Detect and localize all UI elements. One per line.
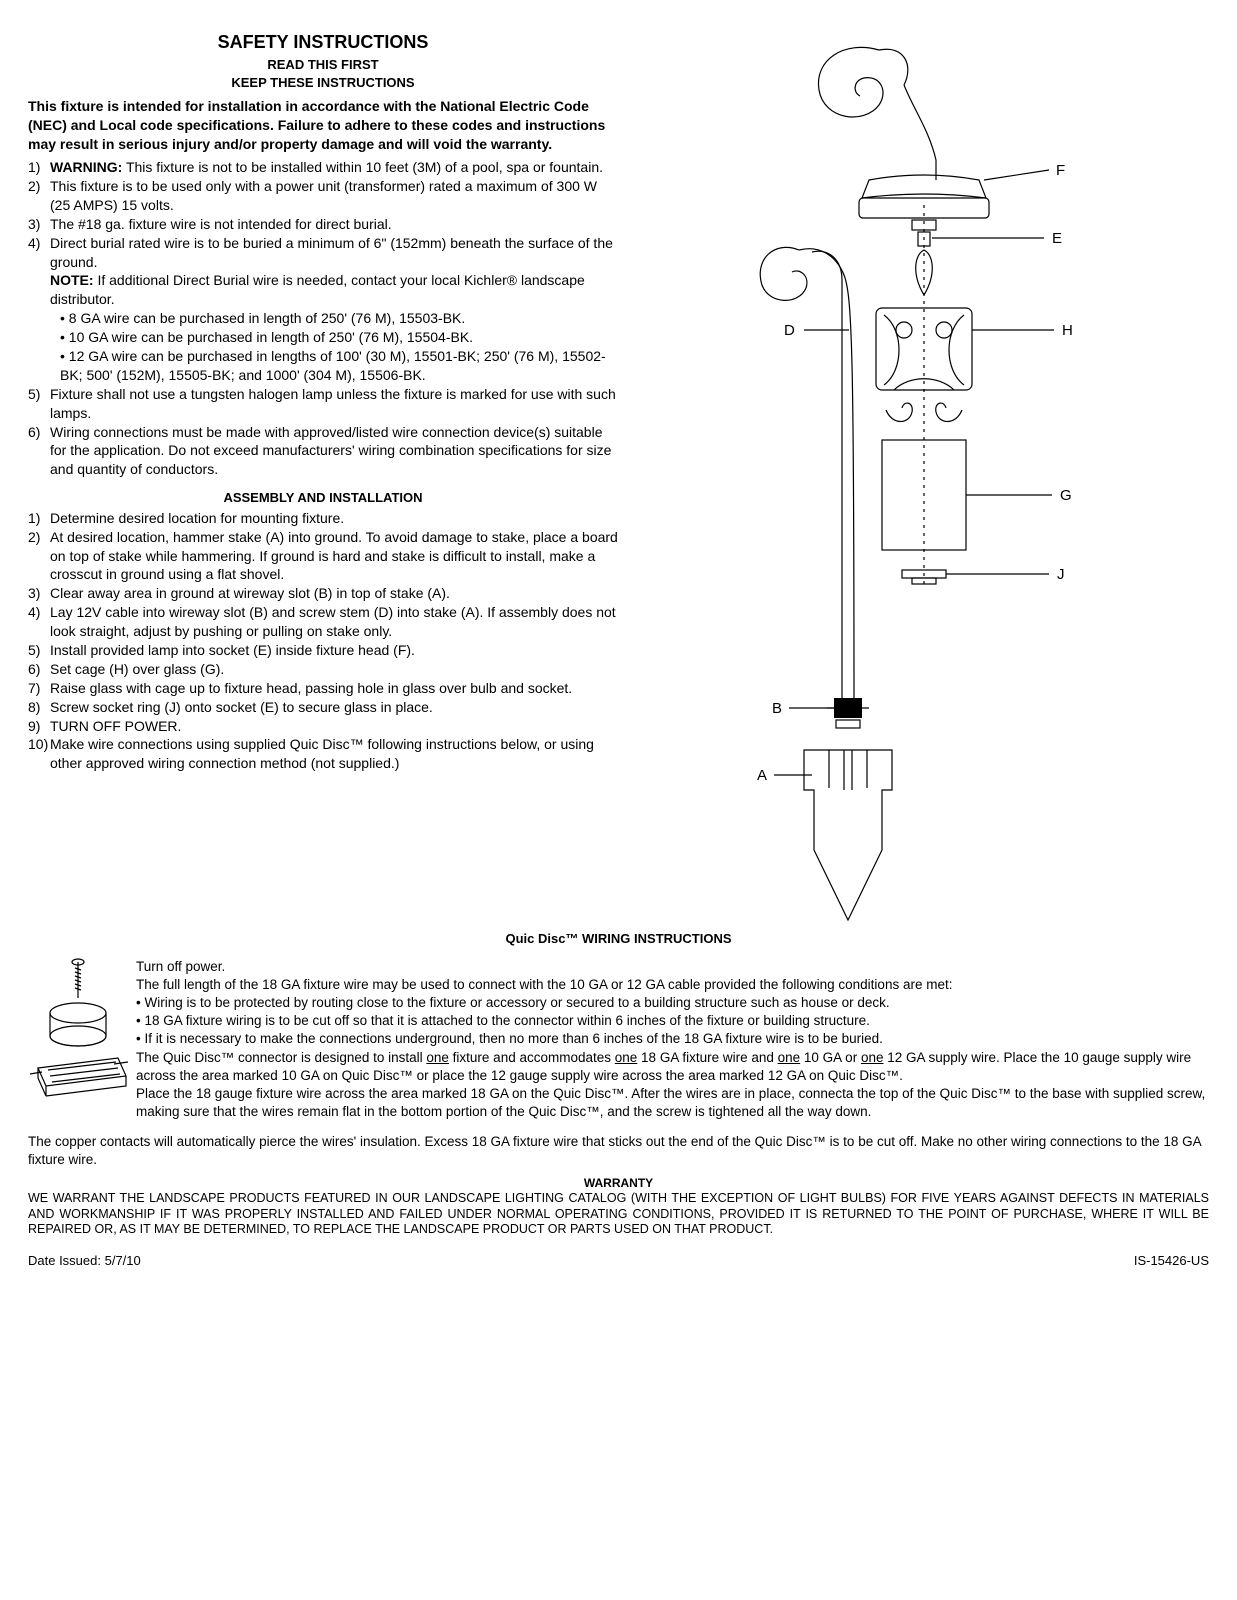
warranty-body: WE WARRANT THE LANDSCAPE PRODUCTS FEATUR… [28,1191,1209,1238]
subtitle-1: READ THIS FIRST [28,56,618,74]
assembly-item: 9)TURN OFF POWER. [28,717,618,736]
intro-paragraph: This fixture is intended for installatio… [28,97,618,154]
assembly-item: 4)Lay 12V cable into wireway slot (B) an… [28,603,618,641]
quic-bullet: 18 GA fixture wiring is to be cut off so… [136,1012,1209,1030]
safety-item: 6)Wiring connections must be made with a… [28,423,618,480]
safety-item: 2)This fixture is to be used only with a… [28,177,618,215]
quic-heading: Quic Disc™ WIRING INSTRUCTIONS [28,930,1209,948]
quic-bullet: If it is necessary to make the connectio… [136,1030,1209,1048]
quic-p3: Place the 18 gauge fixture wire across t… [136,1085,1209,1121]
subtitle-2: KEEP THESE INSTRUCTIONS [28,74,618,92]
safety-list: 1)WARNING: This fixture is not to be ins… [28,158,618,479]
diagram-column: F E D [618,30,1209,930]
page-footer: Date Issued: 5/7/10 IS-15426-US [28,1252,1209,1270]
label-e: E [1052,230,1062,247]
label-j: J [1057,566,1065,583]
assembly-item: 2)At desired location, hammer stake (A) … [28,528,618,585]
label-f: F [1056,162,1065,179]
label-b: B [772,700,782,717]
assembly-item: 10)Make wire connections using supplied … [28,735,618,773]
assembly-heading: ASSEMBLY AND INSTALLATION [28,489,618,507]
assembly-item: 7)Raise glass with cage up to fixture he… [28,679,618,698]
label-a: A [757,767,767,784]
quic-disc-diagram [28,958,128,1133]
assembly-list: 1)Determine desired location for mountin… [28,509,618,773]
quic-bullet: Wiring is to be protected by routing clo… [136,994,1209,1012]
fixture-diagram: F E D [654,30,1174,930]
safety-item: 1)WARNING: This fixture is not to be ins… [28,158,618,177]
safety-item: 4)Direct burial rated wire is to be buri… [28,234,618,385]
assembly-item: 5)Install provided lamp into socket (E) … [28,641,618,660]
quic-text-block: Turn off power. The full length of the 1… [136,958,1209,1122]
assembly-item: 3)Clear away area in ground at wireway s… [28,584,618,603]
quic-p2: The Quic Disc™ connector is designed to … [136,1049,1209,1085]
assembly-item: 8)Screw socket ring (J) onto socket (E) … [28,698,618,717]
quic-p1: The full length of the 18 GA fixture wir… [136,976,1209,994]
footer-doc-id: IS-15426-US [1134,1252,1209,1270]
warranty-heading: WARRANTY [28,1175,1209,1191]
quic-p4: The copper contacts will automatically p… [28,1133,1209,1169]
assembly-item: 6)Set cage (H) over glass (G). [28,660,618,679]
label-h: H [1062,322,1073,339]
quic-p0: Turn off power. [136,958,1209,976]
text-column: SAFETY INSTRUCTIONS READ THIS FIRST KEEP… [28,30,618,773]
footer-date: Date Issued: 5/7/10 [28,1252,141,1270]
assembly-item: 1)Determine desired location for mountin… [28,509,618,528]
safety-item: 5)Fixture shall not use a tungsten halog… [28,385,618,423]
label-d: D [784,322,795,339]
quic-bullets: Wiring is to be protected by routing clo… [136,994,1209,1049]
page-title: SAFETY INSTRUCTIONS [28,30,618,54]
label-g: G [1060,487,1072,504]
safety-item: 3)The #18 ga. fixture wire is not intend… [28,215,618,234]
